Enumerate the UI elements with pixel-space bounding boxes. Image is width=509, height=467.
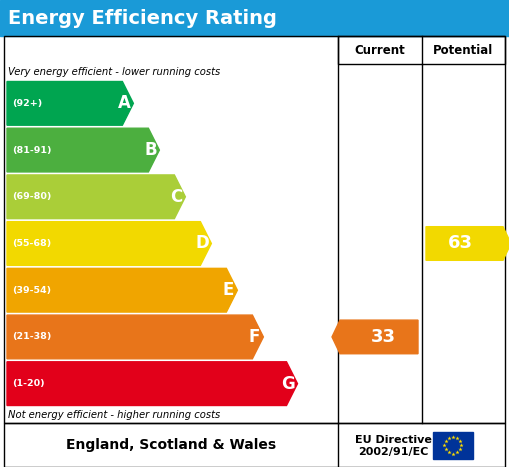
Text: Not energy efficient - higher running costs: Not energy efficient - higher running co…: [8, 410, 220, 420]
Text: Potential: Potential: [433, 43, 494, 57]
Text: 33: 33: [371, 328, 395, 346]
Text: Current: Current: [355, 43, 405, 57]
Polygon shape: [7, 128, 159, 172]
Text: 63: 63: [448, 234, 473, 253]
Text: England, Scotland & Wales: England, Scotland & Wales: [66, 438, 276, 452]
Text: (69-80): (69-80): [12, 192, 51, 201]
Text: E: E: [222, 281, 234, 299]
Text: F: F: [249, 328, 260, 346]
Bar: [0, 0, 509, 36]
Text: (1-20): (1-20): [12, 379, 45, 388]
Text: 2002/91/EC: 2002/91/EC: [358, 447, 428, 457]
Polygon shape: [332, 320, 418, 354]
Bar: [4, 423, 505, 467]
Text: G: G: [281, 375, 295, 393]
Polygon shape: [7, 82, 133, 125]
Polygon shape: [7, 222, 211, 265]
Text: D: D: [195, 234, 209, 253]
Text: (81-91): (81-91): [12, 146, 51, 155]
Polygon shape: [7, 269, 237, 312]
Text: A: A: [118, 94, 131, 113]
Text: B: B: [144, 141, 157, 159]
Polygon shape: [7, 362, 297, 405]
Text: Energy Efficiency Rating: Energy Efficiency Rating: [8, 8, 277, 28]
Text: Very energy efficient - lower running costs: Very energy efficient - lower running co…: [8, 67, 220, 77]
Bar: [338, 36, 505, 64]
Text: C: C: [170, 188, 183, 206]
Polygon shape: [7, 175, 185, 219]
Bar: [433, 432, 473, 459]
Text: (21-38): (21-38): [12, 333, 51, 341]
Polygon shape: [426, 226, 509, 260]
Text: (39-54): (39-54): [12, 286, 51, 295]
Text: EU Directive: EU Directive: [355, 435, 432, 445]
Text: (92+): (92+): [12, 99, 42, 108]
Polygon shape: [7, 315, 263, 359]
Bar: [4, 36, 505, 423]
Text: (55-68): (55-68): [12, 239, 51, 248]
